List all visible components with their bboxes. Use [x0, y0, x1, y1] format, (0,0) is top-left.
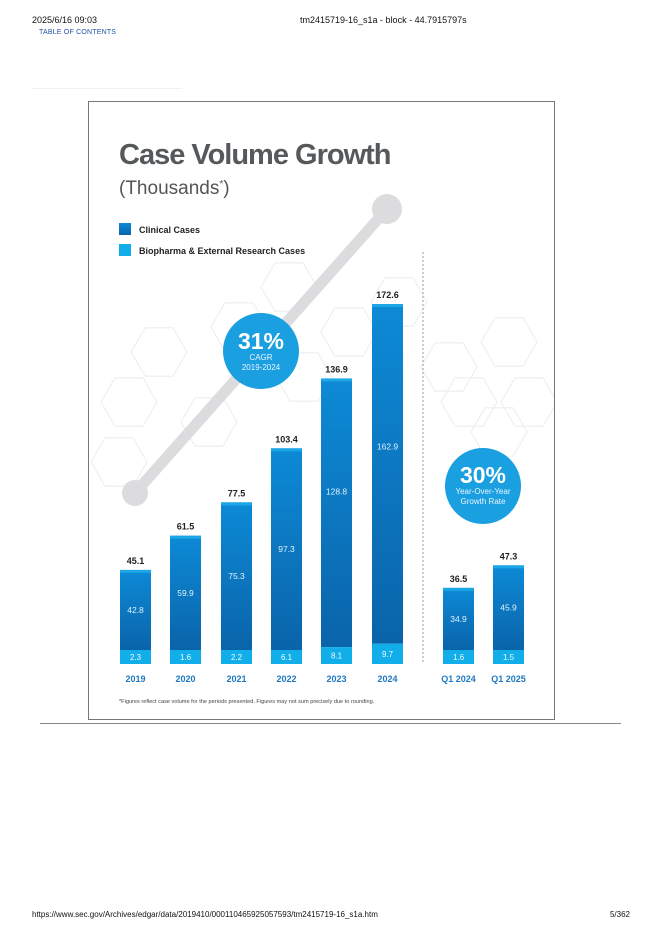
total-label: 103.4: [275, 434, 298, 444]
bar-cap-2022: [271, 448, 302, 452]
bar-cap-2021: [221, 502, 252, 506]
clinical-value-label: 128.8: [326, 486, 348, 496]
document-title: tm2415719-16_s1a - block - 44.7915797s: [300, 15, 467, 25]
biopharma-value-label: 1.5: [503, 653, 515, 662]
biopharma-value-label: 6.1: [281, 653, 293, 662]
hexagon-shape: [440, 377, 498, 427]
clinical-value-label: 34.9: [450, 614, 467, 624]
footer-page-number: 5/362: [609, 910, 630, 919]
chart-title: Case Volume Growth: [119, 139, 391, 171]
x-tick-label: 2021: [226, 674, 246, 684]
legend-label-biopharma: Biopharma & External Research Cases: [139, 246, 305, 256]
bar-biopharma-2022: [271, 650, 302, 664]
table-of-contents-link[interactable]: TABLE OF CONTENTS: [39, 29, 117, 36]
bar-clinical-Q1-2024: [443, 587, 474, 650]
trend-start-dot: [122, 480, 148, 506]
total-label: 47.3: [500, 551, 518, 561]
total-label: 61.5: [177, 522, 195, 532]
hexagon-shape: [100, 377, 158, 427]
biopharma-value-label: 2.3: [130, 653, 142, 662]
hexagon-shape: [370, 277, 428, 327]
legend-swatch-biopharma: [119, 244, 131, 256]
trend-end-dot: [372, 194, 402, 224]
hexagon-shape: [130, 327, 188, 377]
cagr-value: 31%: [238, 328, 284, 354]
yoy-callout: 30% Year-Over-Year Growth Rate: [445, 448, 521, 524]
bar-cap-2020: [170, 535, 201, 539]
clinical-value-label: 75.3: [228, 571, 245, 581]
case-volume-chart: Case Volume Growth (Thousands*) Clinical…: [90, 139, 554, 705]
hexagon-shape: [480, 317, 538, 367]
x-tick-label: 2022: [276, 674, 296, 684]
x-tick-label: 2023: [326, 674, 346, 684]
total-label: 36.5: [450, 574, 468, 584]
chart-footnote: *Figures reflect case volume for the per…: [119, 699, 375, 705]
yoy-label: Year-Over-Year: [456, 487, 511, 496]
x-tick-label: Q1 2024: [441, 674, 476, 684]
legend-label-clinical: Clinical Cases: [139, 225, 200, 235]
total-label: 172.6: [376, 290, 399, 300]
bar-cap-Q1-2025: [493, 565, 524, 569]
cagr-label: CAGR: [249, 353, 272, 362]
hexagon-shape: [90, 437, 148, 487]
hexagon-shape: [470, 407, 528, 457]
clinical-value-label: 42.8: [127, 605, 144, 615]
hexagon-shape: [420, 342, 478, 392]
footer-url: https://www.sec.gov/Archives/edgar/data/…: [32, 910, 378, 919]
x-tick-label: 2020: [175, 674, 195, 684]
bar-biopharma-Q1-2024: [443, 650, 474, 664]
x-tick-label: 2024: [377, 674, 397, 684]
biopharma-value-label: 9.7: [382, 650, 394, 659]
page-rule: [40, 723, 621, 724]
cagr-period: 2019-2024: [242, 363, 281, 372]
bar-clinical-2023: [321, 378, 352, 648]
bar-biopharma-2019: [120, 650, 151, 664]
hexagon-shape: [500, 377, 554, 427]
bar-cap-2019: [120, 569, 151, 573]
biopharma-value-label: 1.6: [453, 653, 465, 662]
bar-biopharma-2023: [321, 647, 352, 664]
bar-cap-Q1-2024: [443, 587, 474, 591]
bar-cap-2023: [321, 378, 352, 382]
bar-clinical-2022: [271, 448, 302, 650]
bar-layer: 45.1 42.8 2.3 2019 61.5 59.9 1.6 2020 77.5 75.3 2.…: [120, 290, 526, 684]
biopharma-value-label: 1.6: [180, 653, 192, 662]
bar-biopharma-2021: [221, 650, 252, 664]
yoy-value: 30%: [460, 462, 506, 488]
bar-cap-2024: [372, 304, 403, 307]
bar-clinical-2020: [170, 535, 201, 650]
total-label: 136.9: [325, 364, 348, 374]
total-label: 77.5: [228, 488, 246, 498]
chart-subtitle: (Thousands*): [119, 178, 230, 199]
total-label: 45.1: [127, 556, 145, 566]
bar-biopharma-2020: [170, 650, 201, 664]
bar-clinical-2024: [372, 304, 403, 644]
bar-biopharma-Q1-2025: [493, 650, 524, 664]
bar-clinical-2021: [221, 502, 252, 650]
cagr-callout: 31% CAGR 2019-2024: [223, 313, 299, 389]
legend-swatch-clinical: [119, 223, 131, 235]
x-tick-label: Q1 2025: [491, 674, 526, 684]
hexagon-shape: [320, 307, 378, 357]
clinical-value-label: 97.3: [278, 544, 295, 554]
chart-card: Case Volume Growth (Thousands*) Clinical…: [88, 101, 555, 720]
yoy-badge: [445, 448, 521, 524]
bar-clinical-2019: [120, 569, 151, 650]
x-tick-label: 2019: [125, 674, 145, 684]
biopharma-value-label: 2.2: [231, 653, 243, 662]
yoy-sublabel: Growth Rate: [461, 497, 506, 506]
biopharma-value-label: 8.1: [331, 652, 343, 661]
clinical-value-label: 45.9: [500, 603, 517, 613]
clinical-value-label: 162.9: [377, 442, 399, 452]
faint-divider: [32, 88, 182, 89]
cagr-badge: [223, 313, 299, 389]
bar-biopharma-2024: [372, 643, 403, 664]
bar-clinical-Q1-2025: [493, 565, 524, 650]
clinical-value-label: 59.9: [177, 588, 194, 598]
print-datetime: 2025/6/16 09:03: [32, 15, 98, 25]
